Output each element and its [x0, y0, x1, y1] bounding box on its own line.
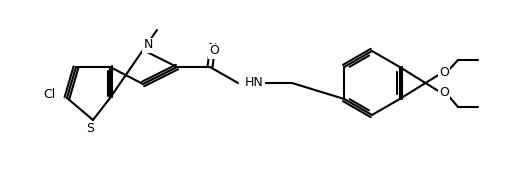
Text: HN: HN [245, 76, 264, 88]
Text: N: N [143, 39, 153, 52]
Text: O: O [439, 86, 449, 98]
Text: S: S [86, 122, 94, 134]
Text: Cl: Cl [43, 88, 55, 100]
Text: O: O [439, 66, 449, 80]
Text: O: O [209, 45, 219, 58]
